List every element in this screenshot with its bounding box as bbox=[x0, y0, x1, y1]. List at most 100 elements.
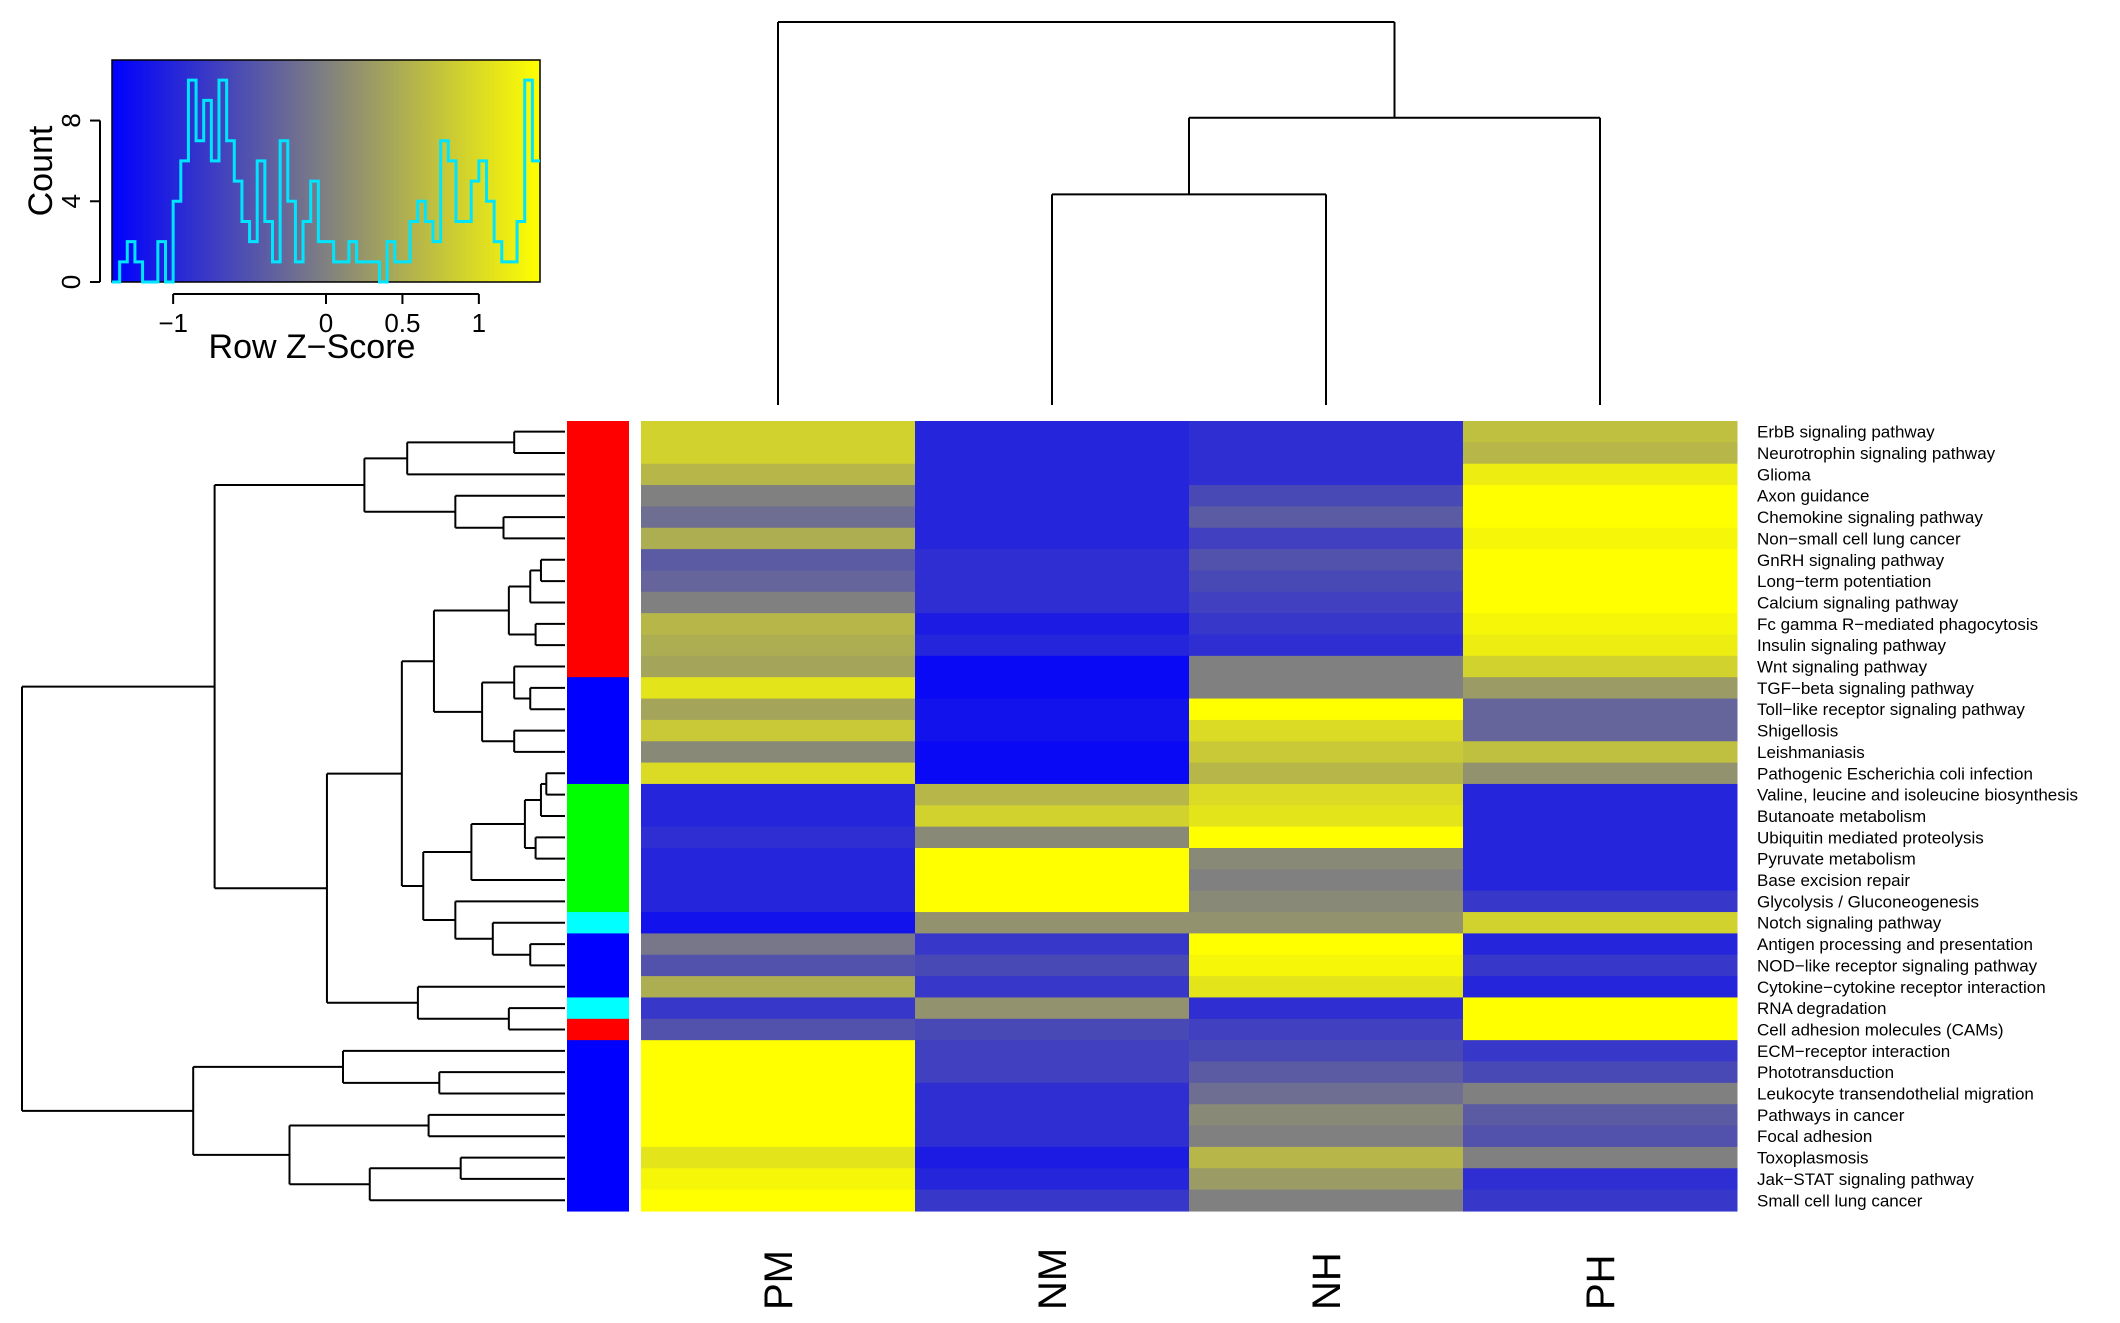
color-key-x-axis: −1 0 0.5 1 bbox=[158, 293, 486, 338]
heatmap-cell bbox=[1463, 591, 1738, 614]
heatmap-cell bbox=[1463, 442, 1738, 465]
heatmap-cell bbox=[1189, 1189, 1464, 1212]
row-cluster-color bbox=[567, 485, 629, 507]
heatmap-cell bbox=[641, 570, 916, 593]
heatmap-cell bbox=[1463, 1104, 1738, 1127]
heatmap-cell bbox=[1189, 976, 1464, 999]
heatmap-cell bbox=[1463, 506, 1738, 529]
row-cluster-color bbox=[567, 1146, 629, 1169]
row-label: RNA degradation bbox=[1757, 999, 1886, 1018]
row-cluster-color bbox=[567, 1168, 629, 1191]
heatmap-cell bbox=[1189, 677, 1464, 700]
row-cluster-color bbox=[567, 1061, 629, 1084]
row-cluster-color bbox=[567, 570, 629, 593]
heatmap-cell bbox=[915, 741, 1190, 764]
heatmap-cell bbox=[1189, 1168, 1464, 1191]
heatmap-cell bbox=[1189, 826, 1464, 849]
heatmap-cell bbox=[1463, 655, 1738, 678]
row-label: Long−term potentiation bbox=[1757, 572, 1931, 591]
heatmap-cell bbox=[1463, 848, 1738, 870]
heatmap-cell bbox=[915, 506, 1190, 529]
heatmap-cell bbox=[915, 613, 1190, 636]
heatmap-cell bbox=[915, 976, 1190, 999]
row-label: Glycolysis / Gluconeogenesis bbox=[1757, 892, 1979, 911]
row-cluster-color bbox=[567, 1104, 629, 1127]
column-label: PM bbox=[757, 1250, 801, 1310]
heatmap-cell bbox=[641, 485, 916, 507]
row-label: Neurotrophin signaling pathway bbox=[1757, 444, 1996, 463]
heatmap-cell bbox=[1189, 1104, 1464, 1127]
heatmap-cell bbox=[1189, 997, 1464, 1020]
row-cluster-color bbox=[567, 826, 629, 849]
row-cluster-color bbox=[567, 805, 629, 828]
heatmap-cell bbox=[1463, 741, 1738, 764]
heatmap-cell bbox=[1189, 591, 1464, 614]
heatmap-cell bbox=[1189, 549, 1464, 572]
row-cluster-color bbox=[567, 527, 629, 550]
heatmap-cell bbox=[1189, 485, 1464, 507]
heatmap-cell bbox=[641, 869, 916, 892]
row-cluster-color bbox=[567, 719, 629, 742]
heatmap-cell bbox=[1189, 954, 1464, 977]
heatmap-cell bbox=[915, 997, 1190, 1020]
row-label: Toxoplasmosis bbox=[1757, 1149, 1869, 1168]
row-label: Wnt signaling pathway bbox=[1757, 658, 1928, 677]
row-label: Toll−like receptor signaling pathway bbox=[1757, 700, 2025, 719]
column-labels: PM NM NH PH bbox=[757, 1248, 1623, 1310]
row-cluster-color bbox=[567, 677, 629, 700]
row-cluster-color bbox=[567, 506, 629, 529]
heatmap-cell bbox=[915, 1082, 1190, 1105]
heatmap-cell bbox=[641, 1189, 916, 1212]
heatmap-cell bbox=[641, 783, 916, 806]
row-labels: ErbB signaling pathway Neurotrophin signa… bbox=[1757, 423, 2078, 1211]
row-cluster-color bbox=[567, 954, 629, 977]
row-label: Pathogenic Escherichia coli infection bbox=[1757, 764, 2033, 783]
heatmap-cell bbox=[1463, 634, 1738, 657]
heatmap-cell bbox=[915, 783, 1190, 806]
heatmap-cell bbox=[641, 442, 916, 465]
row-label: Butanoate metabolism bbox=[1757, 807, 1926, 826]
row-cluster-color bbox=[567, 741, 629, 764]
heatmap-cell bbox=[915, 421, 1190, 443]
heatmap-cell bbox=[641, 933, 916, 956]
heatmap-cell bbox=[1463, 485, 1738, 507]
heatmap-cell bbox=[1463, 783, 1738, 806]
row-label: Chemokine signaling pathway bbox=[1757, 508, 1983, 527]
row-label: ECM−receptor interaction bbox=[1757, 1042, 1950, 1061]
row-label: Valine, leucine and isoleucine biosynthe… bbox=[1757, 786, 2078, 805]
heatmap-cell bbox=[915, 485, 1190, 507]
row-label: Fc gamma R−mediated phagocytosis bbox=[1757, 615, 2038, 634]
heatmap-cell bbox=[915, 1189, 1190, 1212]
heatmap-cell bbox=[1189, 741, 1464, 764]
heatmap-cell bbox=[915, 677, 1190, 700]
heatmap-cell bbox=[915, 848, 1190, 870]
heatmap-cell bbox=[641, 634, 916, 657]
row-label: Pathways in cancer bbox=[1757, 1106, 1905, 1125]
heatmap-cell bbox=[915, 570, 1190, 593]
color-key-x-tick-label: −1 bbox=[158, 308, 188, 338]
heatmap-cell bbox=[915, 954, 1190, 977]
heatmap-cell bbox=[1189, 1146, 1464, 1169]
heatmap-cell bbox=[1189, 1018, 1464, 1041]
row-dendrogram bbox=[21, 430, 565, 1202]
row-label: Leishmaniasis bbox=[1757, 743, 1865, 762]
heatmap-cell bbox=[1189, 890, 1464, 913]
row-cluster-color bbox=[567, 1040, 629, 1063]
heatmap-cell bbox=[641, 848, 916, 870]
color-key-x-tick-label: 1 bbox=[472, 308, 486, 338]
heatmap-cell bbox=[1189, 1125, 1464, 1148]
heatmap-cell bbox=[1463, 1082, 1738, 1105]
heatmap-cell bbox=[1463, 1146, 1738, 1169]
heatmap-cell bbox=[915, 762, 1190, 785]
heatmap-cell bbox=[641, 997, 916, 1020]
heatmap-cell bbox=[1463, 1061, 1738, 1084]
heatmap-cell bbox=[915, 549, 1190, 572]
heatmap-cell bbox=[1189, 634, 1464, 657]
heatmap-cell bbox=[641, 677, 916, 700]
heatmap-cell bbox=[1463, 826, 1738, 849]
heatmap-cell bbox=[1463, 805, 1738, 828]
heatmap-cell bbox=[641, 719, 916, 742]
heatmap-cell bbox=[1189, 1061, 1464, 1084]
heatmap-cell bbox=[1463, 1168, 1738, 1191]
heatmap-cell bbox=[915, 1146, 1190, 1169]
